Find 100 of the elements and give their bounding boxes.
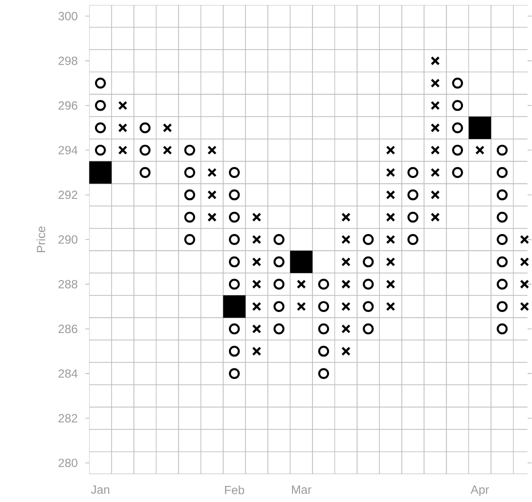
point: [207, 168, 217, 178]
x-tick-label: Mar: [292, 486, 312, 494]
y-tick-label: 292: [58, 190, 78, 200]
point: [318, 346, 330, 357]
point: [386, 168, 396, 178]
point: [386, 280, 396, 289]
point: [228, 368, 240, 380]
point: [296, 280, 306, 289]
point: [496, 323, 508, 334]
point: [228, 278, 240, 290]
point: [223, 295, 246, 318]
point: [468, 116, 492, 140]
point: [362, 256, 374, 268]
point: [274, 234, 284, 246]
point: [496, 144, 508, 156]
point: [94, 144, 106, 156]
point: [407, 189, 418, 200]
point: [274, 301, 284, 312]
x-tick-label: Jan: [91, 486, 110, 494]
point: [407, 234, 418, 246]
point: [274, 323, 284, 334]
point: [252, 257, 262, 267]
point: [290, 250, 313, 274]
point: [496, 234, 508, 246]
point: [430, 56, 440, 66]
point: [228, 234, 240, 246]
point: [475, 146, 484, 155]
point: [430, 100, 440, 110]
point: [184, 189, 196, 200]
point: [386, 212, 396, 222]
point: [362, 234, 374, 246]
y-tick-label: 286: [58, 324, 78, 334]
point: [386, 302, 396, 312]
point: [341, 280, 351, 289]
y-tick-label: 288: [58, 280, 78, 288]
point: [341, 346, 351, 356]
point: [386, 257, 396, 267]
point: [162, 123, 172, 132]
point: [118, 146, 128, 155]
point: [341, 324, 351, 334]
point: [184, 167, 196, 178]
point: [386, 190, 396, 200]
point: [252, 234, 262, 244]
point: [252, 212, 262, 222]
point: [184, 212, 196, 223]
point: [94, 100, 106, 112]
point: [228, 189, 240, 200]
point: [430, 78, 440, 88]
point: [296, 302, 306, 312]
point: [140, 167, 151, 178]
point: [140, 122, 151, 134]
point: [386, 146, 396, 155]
point: [520, 234, 530, 244]
point: [520, 280, 530, 289]
point: [318, 278, 330, 290]
point: [341, 302, 351, 312]
y-tick-label: 284: [58, 369, 78, 378]
y-tick-label: 282: [58, 414, 78, 423]
point: [274, 256, 284, 268]
point: [496, 301, 508, 312]
point: [452, 122, 464, 134]
point: [274, 278, 284, 290]
point: [452, 167, 464, 178]
point: [496, 212, 508, 223]
y-tick-label: 298: [58, 56, 78, 66]
point: [318, 368, 330, 380]
point: [228, 323, 240, 334]
point: [452, 144, 464, 156]
point: [341, 234, 351, 244]
point: [407, 212, 418, 223]
point: [362, 301, 374, 312]
x-tick-label: Feb: [225, 486, 244, 494]
point: [452, 78, 464, 89]
point: [252, 324, 262, 334]
point: [430, 212, 440, 222]
point: [89, 161, 112, 184]
point: [341, 257, 351, 267]
point: [118, 123, 128, 132]
point: [386, 234, 396, 244]
point: [341, 212, 351, 222]
point: [430, 146, 440, 155]
point: [228, 256, 240, 268]
point: [184, 144, 196, 156]
point: [207, 212, 217, 222]
point: [362, 323, 374, 334]
point: [140, 144, 151, 156]
point: [162, 146, 172, 155]
point: [496, 189, 508, 200]
y-axis-title: Price: [36, 226, 46, 252]
point: [407, 167, 418, 178]
point: [252, 302, 262, 312]
point: [118, 100, 128, 110]
point: [452, 100, 464, 112]
point: [430, 168, 440, 178]
point: [252, 280, 262, 289]
point: [207, 190, 217, 200]
point: [520, 302, 530, 312]
y-tick-label: 280: [58, 458, 78, 468]
point: [362, 278, 374, 290]
point: [228, 212, 240, 223]
